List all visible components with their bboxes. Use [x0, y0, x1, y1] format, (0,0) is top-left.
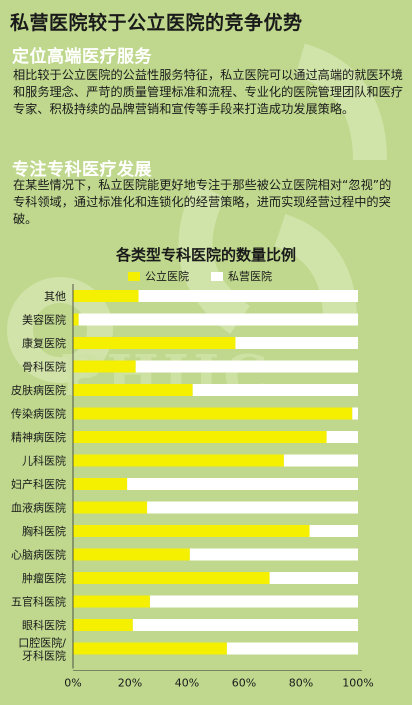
section-heading-specialty: 专注专科医疗发展	[12, 160, 152, 180]
bar-public	[73, 572, 270, 584]
bar-private	[235, 337, 358, 349]
page-title: 私营医院较于公立医院的竞争优势	[10, 12, 303, 34]
bar-private	[226, 642, 358, 655]
bar-public	[73, 642, 227, 655]
x-tick-label: 20%	[118, 677, 142, 690]
watermark-text: PHIIC	[60, 343, 272, 409]
category-label: 口腔医院/牙科医院	[18, 636, 66, 663]
section-paragraph-specialty: 在某些情况下，私立医院能更好地专注于那些被公立医院相对“忽视”的专科领域，通过标…	[13, 178, 392, 226]
category-label: 五官科医院	[11, 595, 66, 609]
bar-public	[73, 454, 284, 467]
x-tick-label: 0%	[64, 677, 81, 690]
bar-private	[189, 548, 358, 561]
section-paragraph-positioning: 相比较于公立医院的公益性服务特征，私立医院可以通过高端的就医环境和服务理念、严苛…	[13, 68, 403, 116]
bar-public	[73, 619, 133, 631]
category-label: 康复医院	[22, 336, 66, 350]
bar-private	[127, 478, 359, 490]
bar-public	[73, 478, 128, 490]
bar-public	[73, 501, 148, 514]
legend-item-private: 私营医院	[211, 268, 272, 284]
category-label: 精神病医院	[11, 430, 66, 444]
section-heading-positioning: 定位高端医疗服务	[12, 47, 152, 67]
x-tick-label: 40%	[175, 677, 199, 690]
x-tick-label: 100%	[342, 677, 373, 690]
bar-private	[192, 384, 358, 396]
category-label: 血液病医院	[11, 501, 66, 515]
category-label: 骨科医院	[22, 360, 66, 374]
bar-private	[138, 290, 358, 302]
bar-public	[73, 360, 136, 373]
category-label: 皮肤病医院	[11, 383, 66, 397]
category-label: 心脑病医院	[11, 548, 66, 562]
bar-public	[73, 548, 190, 561]
bar-public	[73, 431, 327, 443]
bar-public	[73, 384, 193, 396]
bar-private	[309, 525, 358, 537]
bar-private	[269, 572, 358, 584]
legend-swatch-public	[128, 271, 140, 281]
legend-label-private: 私营医院	[228, 270, 272, 283]
category-label: 美容医院	[22, 313, 66, 327]
category-label: 传染病医院	[11, 407, 66, 421]
bar-public	[73, 595, 150, 608]
bar-public	[73, 525, 310, 537]
bar-private	[78, 313, 358, 326]
chart-title: 各类型专科医院的数量比例	[115, 246, 296, 264]
legend-label-public: 公立医院	[145, 270, 189, 283]
legend-item-public: 公立医院	[128, 268, 189, 284]
bar-public	[73, 337, 236, 349]
bar-public	[73, 407, 353, 420]
bar-private	[283, 454, 358, 467]
category-label: 肿瘤医院	[22, 571, 66, 585]
bar-private	[352, 407, 358, 420]
bar-private	[132, 619, 358, 631]
category-label: 胸科医院	[22, 524, 66, 538]
bar-public	[73, 290, 139, 302]
category-label: 眼科医院	[22, 618, 66, 632]
bar-public	[73, 313, 79, 326]
legend-swatch-private	[211, 271, 223, 281]
category-label: 其他	[44, 290, 66, 303]
chart-legend: 公立医院 私营医院	[128, 268, 272, 284]
bar-private	[326, 431, 358, 443]
bar-chart: 其他美容医院康复医院骨科医院皮肤病医院传染病医院精神病医院儿科医院妇产科医院血液…	[11, 284, 374, 690]
bar-private	[149, 595, 358, 608]
bar-private	[135, 360, 358, 373]
category-label: 妇产科医院	[11, 477, 66, 491]
x-tick-label: 80%	[289, 677, 313, 690]
category-label: 儿科医院	[22, 454, 66, 468]
x-tick-label: 60%	[232, 677, 256, 690]
bar-private	[147, 501, 358, 514]
